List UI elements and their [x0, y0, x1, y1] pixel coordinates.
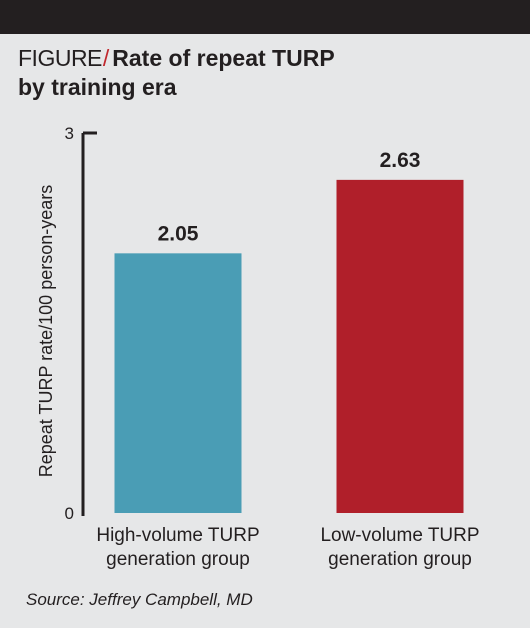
x-category-label: High-volume TURP: [96, 525, 259, 546]
y-axis-label: Repeat TURP rate/100 person-years: [36, 185, 56, 478]
source-note: Source: Jeffrey Campbell, MD: [26, 590, 253, 609]
bar: [114, 253, 242, 514]
title-line-1: FIGURE/Rate of repeat TURP: [18, 44, 518, 73]
figure-label: FIGURE: [18, 45, 102, 71]
title-slash: /: [102, 45, 110, 71]
figure-title: FIGURE/Rate of repeat TURP by training e…: [18, 44, 518, 102]
y-tick-label: 0: [65, 504, 74, 523]
title-text-line2: by training era: [18, 74, 177, 100]
title-text-line1: Rate of repeat TURP: [112, 45, 335, 71]
top-bar: [0, 0, 530, 34]
x-category-label: Low-volume TURP: [320, 525, 479, 546]
bar-chart: 0 3 Repeat TURP rate/100 person-years 2.05 H…: [36, 124, 480, 570]
x-category-label: generation group: [328, 549, 472, 570]
x-category-label: generation group: [106, 549, 250, 570]
bar: [336, 179, 464, 513]
y-tick-label: 3: [65, 124, 74, 143]
bar-value-label: 2.05: [158, 222, 199, 245]
bar-value-label: 2.63: [380, 149, 421, 172]
